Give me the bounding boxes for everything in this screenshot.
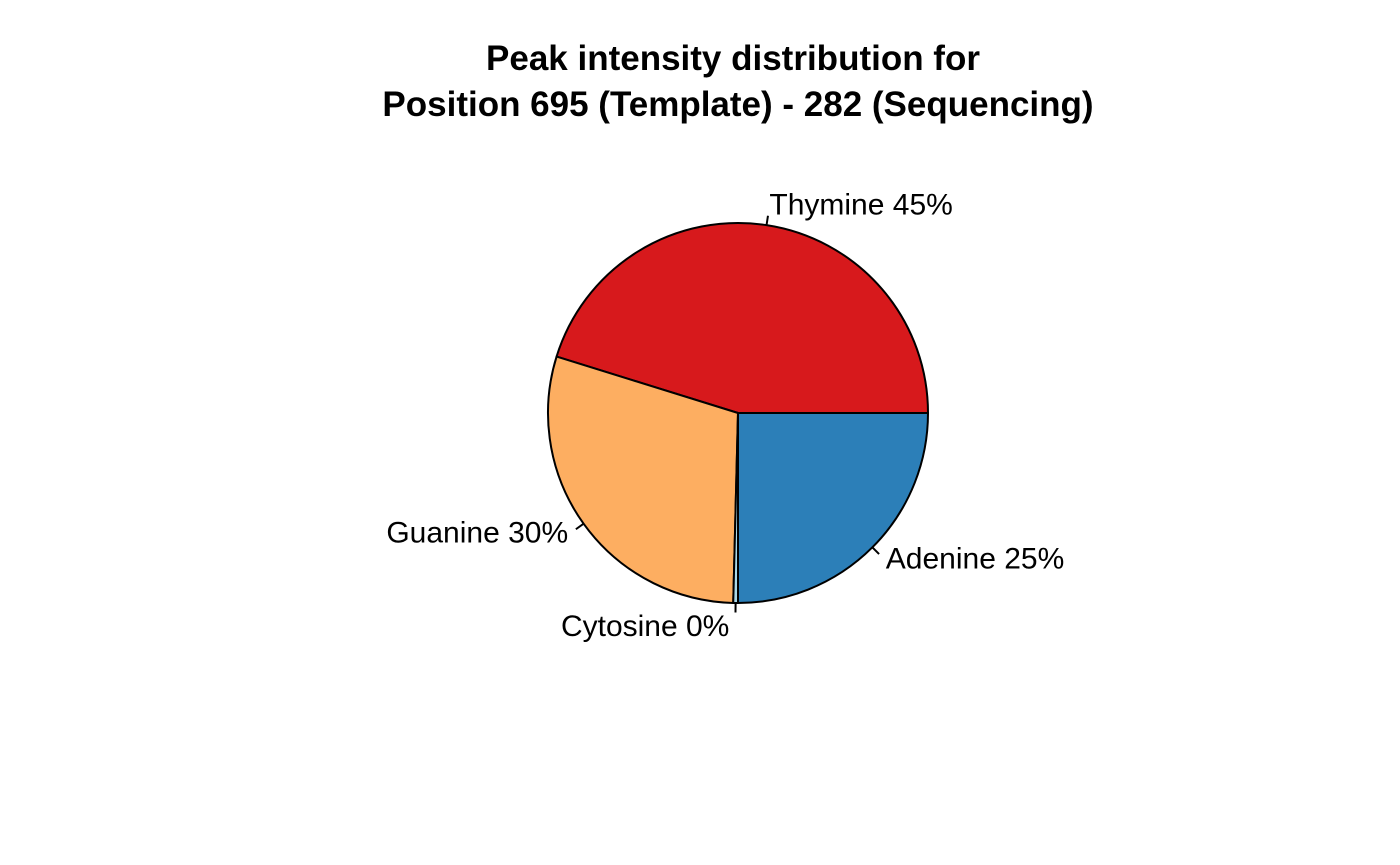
- pie-labels: Thymine 45% Guanine 30% Cytosine 0% Adenine…: [386, 188, 1064, 643]
- slice-label-adenine: Adenine 25%: [886, 543, 1064, 576]
- leader-line-adenine: [871, 546, 880, 555]
- slice-label-thymine: Thymine 45%: [769, 188, 952, 221]
- chart-title-line-1: Peak intensity distribution for: [486, 39, 980, 78]
- chart-title-line-2: Position 695 (Template) - 282 (Sequencin…: [382, 85, 1093, 124]
- pie-slice-guanine: [547, 355, 739, 604]
- pie-slice-thymine: [555, 222, 929, 414]
- slice-label-cytosine: Cytosine 0%: [561, 610, 729, 643]
- slice-label-guanine: Guanine 30%: [386, 517, 568, 550]
- leader-line-thymine: [765, 215, 769, 226]
- pie-slices: [547, 222, 929, 604]
- leader-line-guanine: [575, 522, 585, 531]
